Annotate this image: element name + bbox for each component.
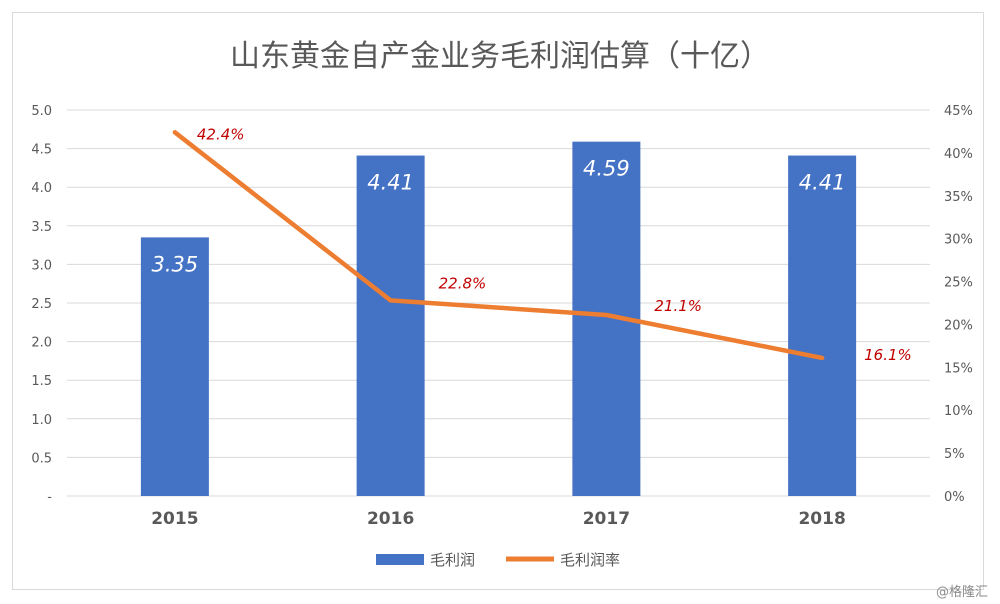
- bar: [140, 237, 209, 496]
- y-right-tick-label: 15%: [944, 361, 973, 376]
- y-left-tick-label: 1.0: [31, 413, 52, 428]
- line-value-label: 21.1%: [654, 297, 702, 315]
- line-value-label: 16.1%: [864, 346, 912, 364]
- x-tick-label: 2015: [151, 509, 198, 529]
- y-left-tick-label: 2.0: [31, 336, 52, 351]
- y-left-tick-label: 5.0: [31, 104, 52, 119]
- bar-value-label: 4.41: [367, 171, 414, 195]
- chart-title: 山东黄金自产金业务毛利润估算（十亿）: [230, 39, 770, 74]
- y-right-tick-label: 5%: [944, 447, 965, 462]
- legend-label-line: 毛利润率: [560, 551, 620, 569]
- line-value-label: 42.4%: [197, 125, 245, 143]
- x-tick-label: 2017: [583, 509, 630, 529]
- y-left-tick-label: 2.5: [31, 297, 52, 312]
- watermark: @格隆汇: [935, 585, 988, 600]
- y-right-tick-label: 20%: [944, 318, 973, 333]
- y-left-tick-label: -: [47, 490, 52, 505]
- x-tick-label: 2016: [367, 509, 414, 529]
- x-tick-label: 2018: [798, 509, 845, 529]
- bar: [356, 155, 425, 496]
- bar-value-label: 4.59: [583, 157, 630, 181]
- y-left-tick-label: 0.5: [31, 451, 52, 466]
- y-left-tick-label: 1.5: [31, 374, 52, 389]
- y-right-tick-label: 0%: [944, 490, 965, 505]
- y-left-tick-label: 4.0: [31, 181, 52, 196]
- y-left-tick-label: 3.0: [31, 258, 52, 273]
- y-left-tick-label: 4.5: [31, 143, 52, 158]
- y-right-tick-label: 35%: [944, 190, 973, 205]
- line-series: [172, 130, 825, 361]
- bar-value-label: 3.35: [151, 252, 198, 276]
- y-right-tick-label: 10%: [944, 404, 973, 419]
- y-right-tick-label: 40%: [944, 147, 973, 162]
- legend-label-bar: 毛利润: [430, 551, 475, 569]
- y-right-tick-label: 45%: [944, 104, 973, 119]
- y-right-tick-label: 25%: [944, 276, 973, 291]
- y-left-tick-label: 3.5: [31, 220, 52, 235]
- bar-value-label: 4.41: [799, 171, 846, 195]
- bar: [788, 155, 857, 496]
- y-right-tick-label: 30%: [944, 233, 973, 248]
- legend-swatch-bar: [376, 554, 424, 565]
- line-value-label: 22.8%: [439, 274, 487, 292]
